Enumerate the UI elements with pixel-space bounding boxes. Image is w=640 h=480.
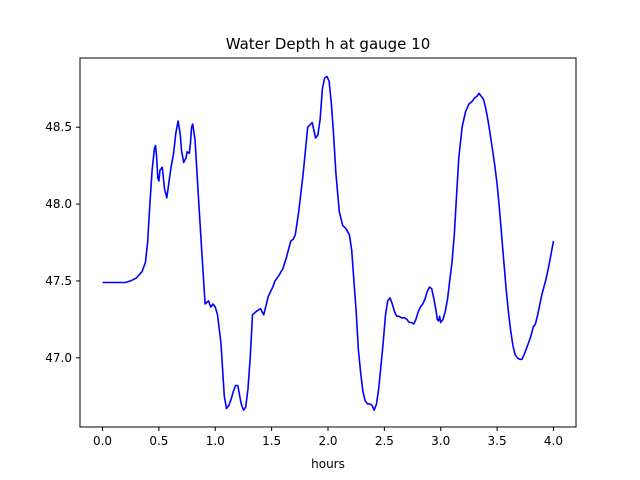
y-tick-label: 48.5 xyxy=(45,120,72,134)
y-tick-label: 47.0 xyxy=(45,351,72,365)
y-tick-label: 48.0 xyxy=(45,197,72,211)
y-axis: 47.0 47.5 48.0 48.5 xyxy=(45,120,80,365)
plot-area xyxy=(102,75,555,411)
x-tick-label: 1.5 xyxy=(262,434,281,448)
x-tick-label: 2.5 xyxy=(375,434,394,448)
x-tick-label: 0.0 xyxy=(93,434,112,448)
x-tick-label: 3.0 xyxy=(431,434,450,448)
x-axis: 0.0 0.5 1.0 1.5 2.0 2.5 3.0 3.5 4.0 xyxy=(93,427,563,448)
x-tick-label: 4.0 xyxy=(544,434,563,448)
series-line-0 xyxy=(102,75,555,411)
x-axis-label: hours xyxy=(311,457,345,471)
x-tick-label: 0.5 xyxy=(149,434,168,448)
x-tick-label: 2.0 xyxy=(318,434,337,448)
x-tick-label: 1.0 xyxy=(206,434,225,448)
y-tick-label: 47.5 xyxy=(45,274,72,288)
x-tick-label: 3.5 xyxy=(488,434,507,448)
chart-title: Water Depth h at gauge 10 xyxy=(226,35,431,53)
